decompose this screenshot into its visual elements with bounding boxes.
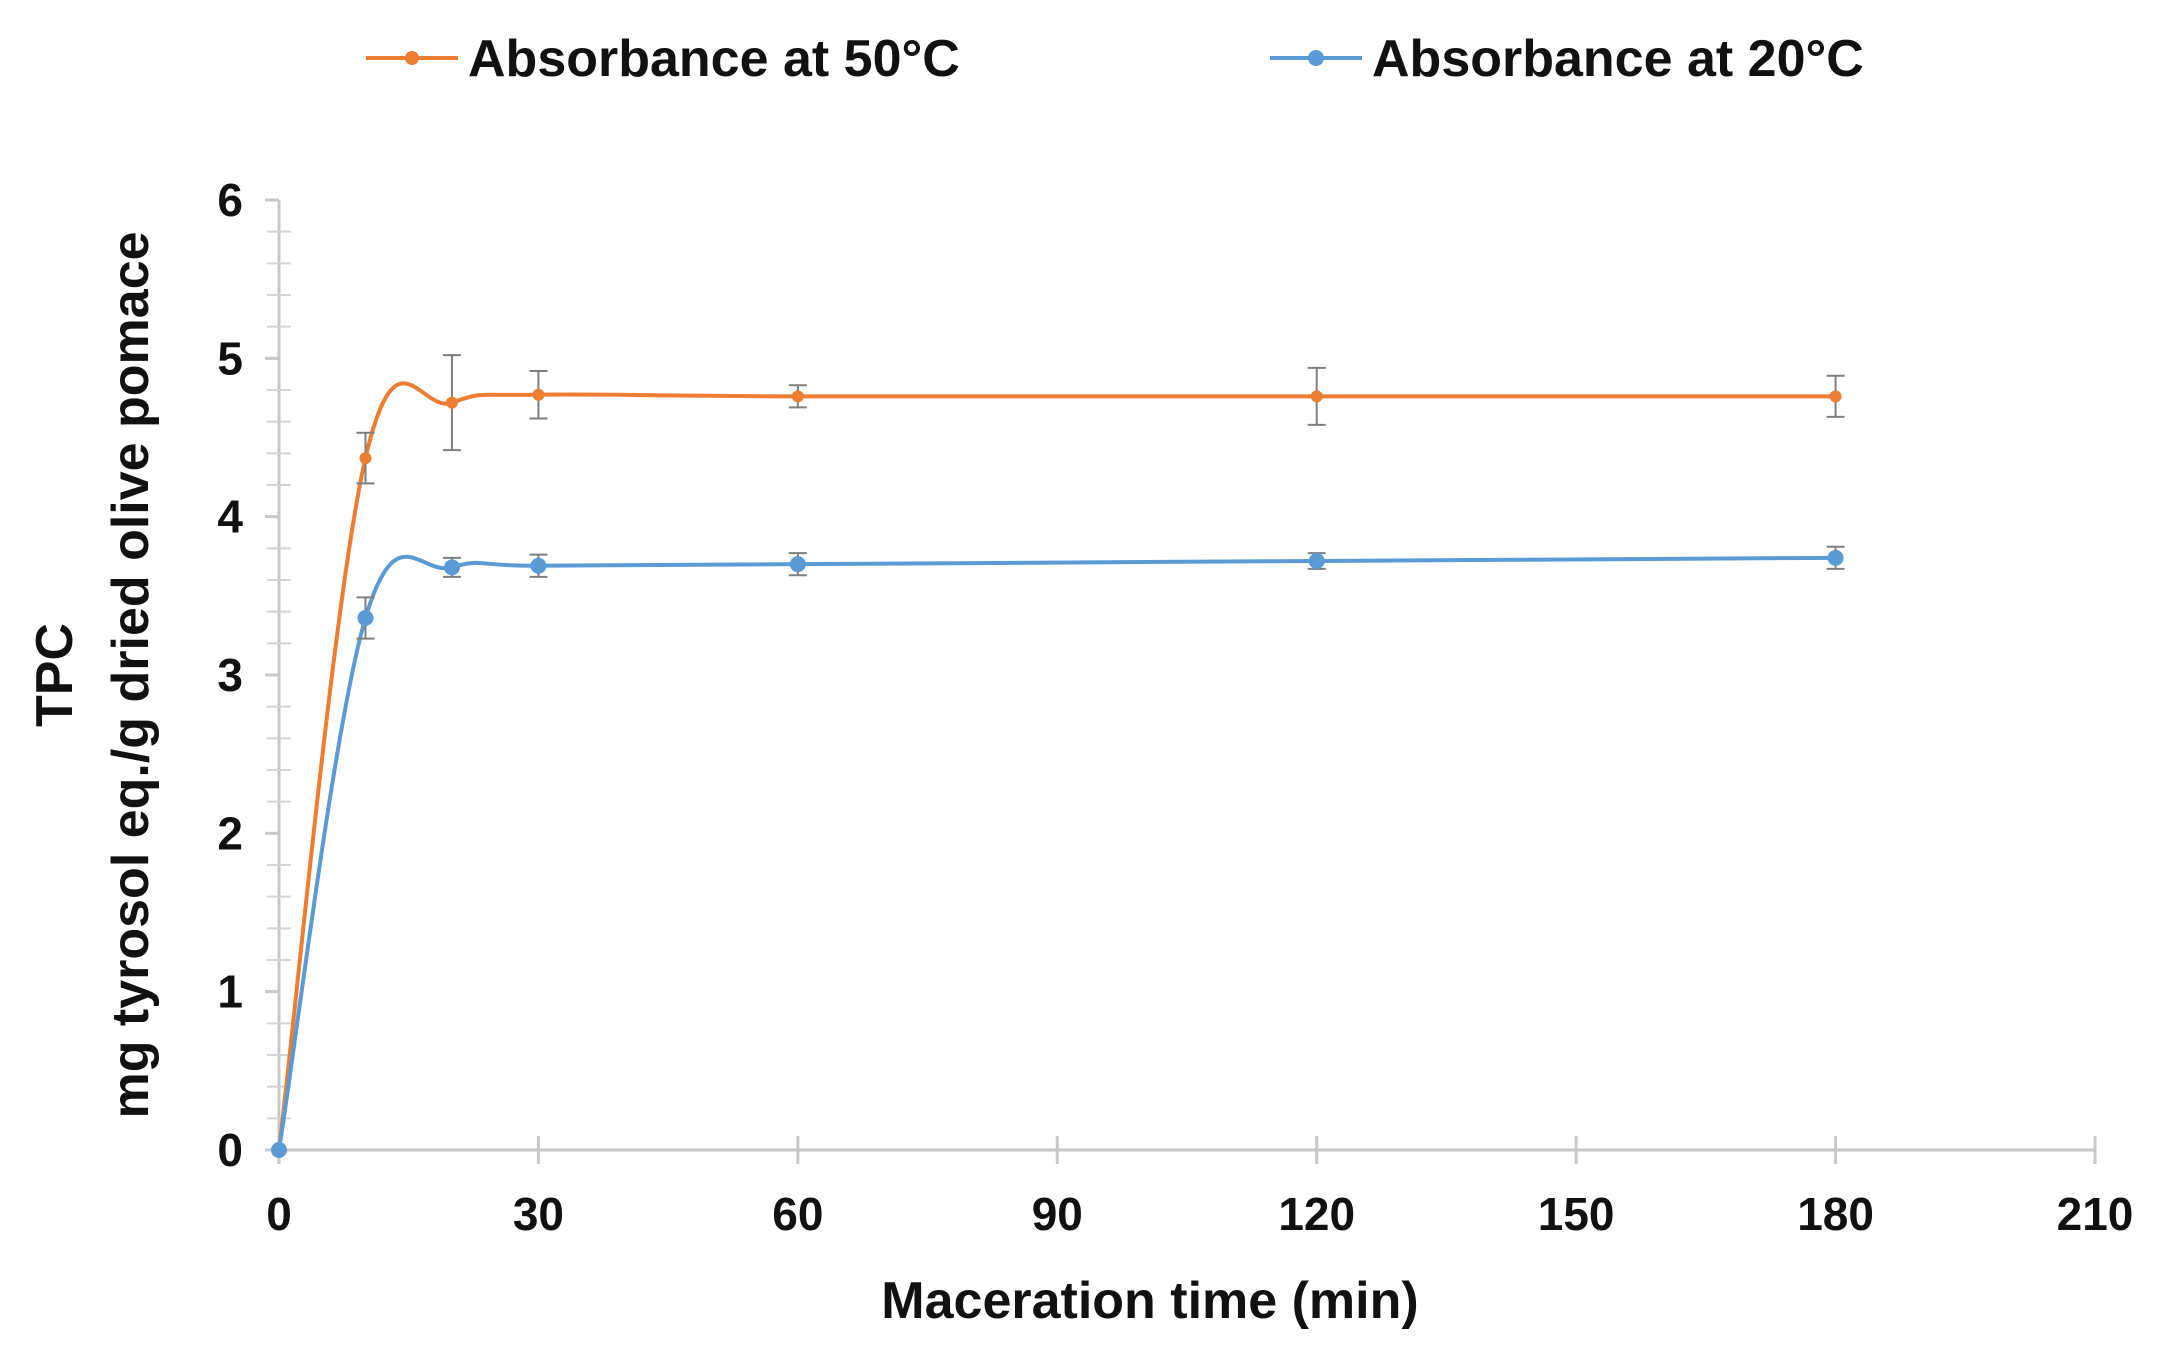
data-point <box>1827 549 1844 566</box>
x-ticks: 0 30 60 90 120 150 180 210 <box>266 1136 2133 1240</box>
data-point <box>271 1142 287 1158</box>
data-point <box>359 452 372 465</box>
data-point <box>1829 390 1842 403</box>
data-point <box>445 396 458 409</box>
data-point <box>789 556 806 573</box>
series-line <box>277 554 1836 1151</box>
y-tick-label: 5 <box>217 332 243 384</box>
x-tick-label: 0 <box>266 1188 292 1240</box>
x-tick-label: 30 <box>513 1188 564 1240</box>
legend-marker-50c <box>405 51 419 65</box>
x-axis-title: Maceration time (min) <box>881 1272 1418 1330</box>
x-tick-label: 180 <box>1797 1188 1874 1240</box>
legend-label-20c: Absorbance at 20°C <box>1372 30 1864 88</box>
data-point <box>530 557 547 574</box>
data-point <box>443 559 460 576</box>
x-tick-label: 120 <box>1278 1188 1355 1240</box>
legend-item-50c: Absorbance at 50°C <box>366 30 960 88</box>
series-layer <box>271 354 1845 1158</box>
x-tick-label: 150 <box>1538 1188 1615 1240</box>
data-point <box>1308 553 1325 569</box>
y-tick-label: 1 <box>217 966 243 1018</box>
data-point <box>1310 390 1323 403</box>
y-tick-label: 0 <box>217 1124 243 1176</box>
legend-item-20c: Absorbance at 20°C <box>1270 30 1864 88</box>
y-ticks: 0 1 2 3 4 5 6 <box>217 174 291 1176</box>
x-tick-label: 210 <box>2057 1188 2134 1240</box>
y-axis-title-line1: TPC <box>26 623 84 727</box>
x-tick-label: 60 <box>772 1188 823 1240</box>
y-tick-label: 2 <box>217 807 243 859</box>
legend: Absorbance at 50°C Absorbance at 20°C <box>366 30 1864 88</box>
data-point <box>791 390 804 403</box>
data-point <box>532 388 545 401</box>
y-axis-title-line2: mg tyrosol eq./g dried olive pomace <box>102 231 160 1118</box>
series-0 <box>273 354 1845 1156</box>
x-tick-label: 90 <box>1032 1188 1083 1240</box>
legend-marker-20c <box>1308 50 1324 66</box>
series-line <box>277 381 1836 1151</box>
axes <box>277 200 2095 1152</box>
legend-label-50c: Absorbance at 50°C <box>468 30 960 88</box>
data-point <box>357 610 374 626</box>
y-tick-label: 3 <box>217 649 243 701</box>
y-tick-label: 6 <box>217 174 243 226</box>
series-1 <box>271 545 1845 1158</box>
y-tick-label: 4 <box>217 491 243 543</box>
